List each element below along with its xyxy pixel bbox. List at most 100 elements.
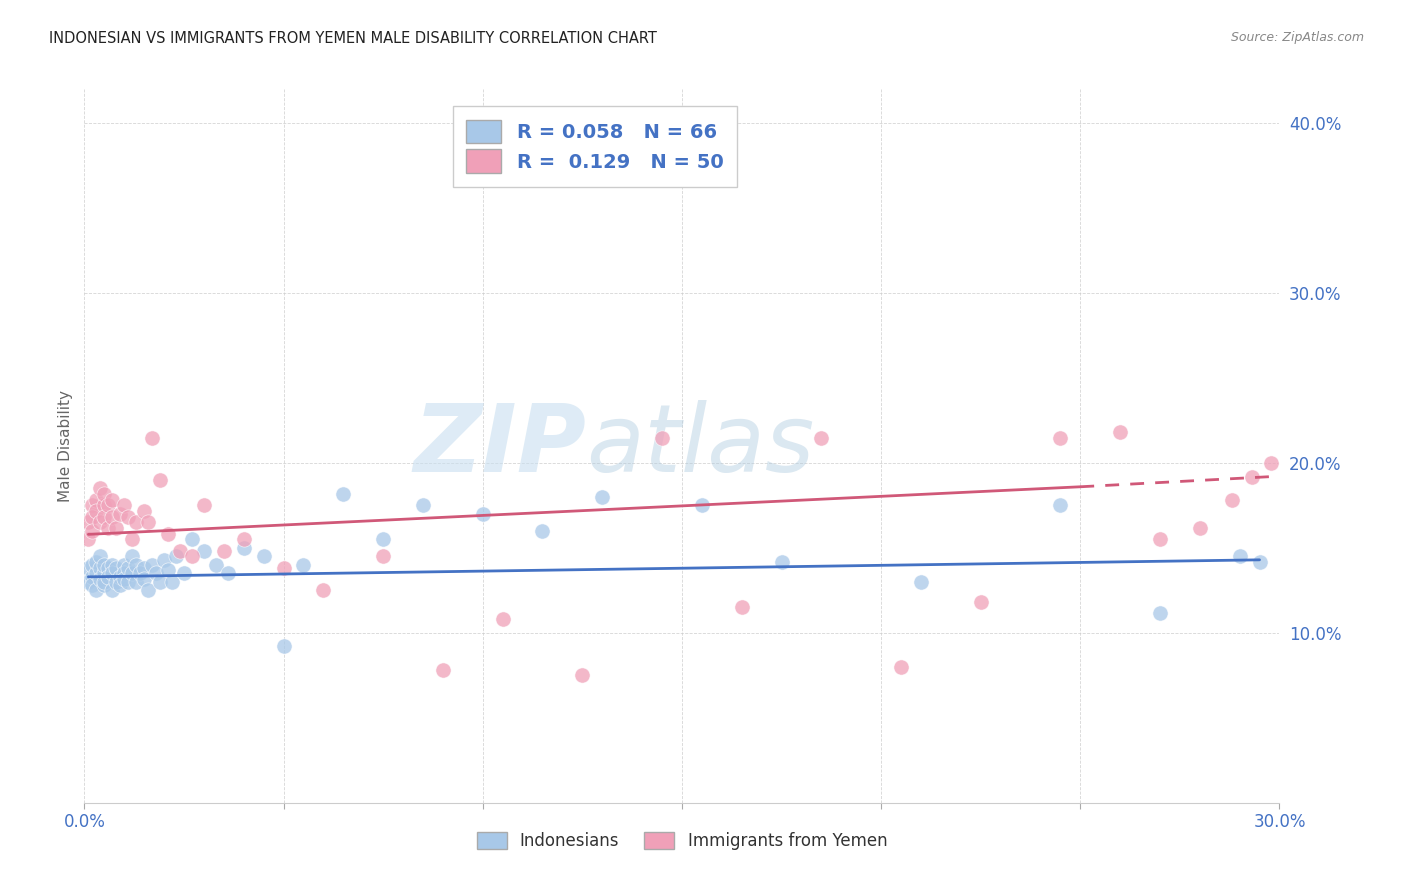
Point <box>232 533 254 547</box>
Point <box>93 578 115 592</box>
Point <box>373 533 395 547</box>
Point <box>531 524 554 538</box>
Point <box>157 563 180 577</box>
Point <box>105 520 128 534</box>
Point <box>1240 469 1263 483</box>
Point <box>86 493 108 508</box>
Point <box>141 558 163 572</box>
Point <box>129 566 152 581</box>
Point <box>121 533 143 547</box>
Point <box>970 595 993 609</box>
Point <box>253 549 276 564</box>
Point <box>93 558 115 572</box>
Point <box>292 558 315 572</box>
Point <box>77 561 100 575</box>
Point <box>89 561 111 575</box>
Point <box>731 600 754 615</box>
Point <box>136 583 159 598</box>
Point <box>101 583 124 598</box>
Point <box>910 574 932 589</box>
Point <box>77 574 100 589</box>
Point <box>101 510 124 524</box>
Point <box>591 490 613 504</box>
Point <box>112 566 135 581</box>
Point <box>212 544 235 558</box>
Point <box>101 566 124 581</box>
Point <box>93 566 115 581</box>
Point <box>117 510 139 524</box>
Point <box>112 558 135 572</box>
Point <box>110 578 132 592</box>
Point <box>82 499 104 513</box>
Point <box>141 430 163 444</box>
Point <box>93 486 115 500</box>
Point <box>125 516 148 530</box>
Point <box>1229 549 1251 564</box>
Point <box>117 574 139 589</box>
Text: atlas: atlas <box>586 401 814 491</box>
Point <box>101 558 124 572</box>
Point <box>165 549 187 564</box>
Point <box>112 572 135 586</box>
Point <box>1249 555 1271 569</box>
Point <box>471 507 494 521</box>
Text: Source: ZipAtlas.com: Source: ZipAtlas.com <box>1230 31 1364 45</box>
Point <box>93 574 115 589</box>
Point <box>232 541 254 555</box>
Text: INDONESIAN VS IMMIGRANTS FROM YEMEN MALE DISABILITY CORRELATION CHART: INDONESIAN VS IMMIGRANTS FROM YEMEN MALE… <box>49 31 657 46</box>
Point <box>86 583 108 598</box>
Point <box>86 503 108 517</box>
Point <box>93 499 115 513</box>
Point <box>89 549 111 564</box>
Point <box>1049 499 1071 513</box>
Point <box>77 533 100 547</box>
Point <box>432 663 454 677</box>
Point <box>97 570 120 584</box>
Point <box>121 549 143 564</box>
Point <box>169 544 191 558</box>
Point <box>157 527 180 541</box>
Point <box>810 430 832 444</box>
Point <box>160 574 183 589</box>
Point <box>97 499 120 513</box>
Point <box>217 566 239 581</box>
Point <box>110 507 132 521</box>
Point <box>89 572 111 586</box>
Point <box>193 499 215 513</box>
Point <box>770 555 793 569</box>
Point <box>312 583 335 598</box>
Point <box>132 561 156 575</box>
Point <box>77 516 100 530</box>
Point <box>492 612 515 626</box>
Point <box>89 482 111 496</box>
Point <box>1109 425 1132 440</box>
Text: ZIP: ZIP <box>413 400 586 492</box>
Point <box>82 570 104 584</box>
Point <box>193 544 215 558</box>
Point <box>205 558 228 572</box>
Point <box>145 566 167 581</box>
Point <box>412 499 434 513</box>
Point <box>125 558 148 572</box>
Legend: Indonesians, Immigrants from Yemen: Indonesians, Immigrants from Yemen <box>468 824 896 859</box>
Point <box>125 574 148 589</box>
Point <box>105 561 128 575</box>
Point <box>110 570 132 584</box>
Point <box>1149 533 1171 547</box>
Point <box>112 499 135 513</box>
Point <box>82 510 104 524</box>
Point <box>1220 493 1243 508</box>
Point <box>173 566 195 581</box>
Point <box>890 660 912 674</box>
Point <box>1260 456 1282 470</box>
Point <box>273 640 295 654</box>
Point <box>136 516 159 530</box>
Point <box>373 549 395 564</box>
Point <box>97 520 120 534</box>
Point <box>332 486 354 500</box>
Point <box>97 561 120 575</box>
Point <box>149 574 172 589</box>
Point <box>101 493 124 508</box>
Point <box>117 561 139 575</box>
Point <box>181 549 204 564</box>
